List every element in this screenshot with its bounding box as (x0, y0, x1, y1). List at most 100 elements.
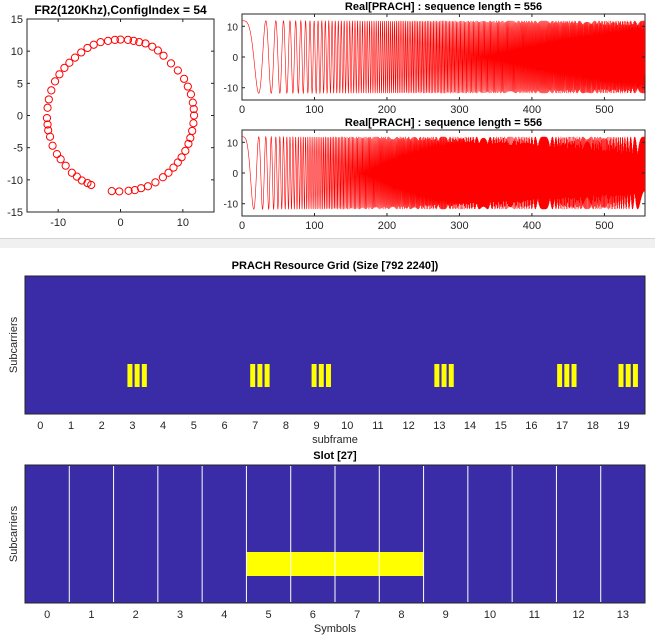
scatter-ytick-label: 15 (11, 14, 23, 26)
scatter-ytick-label: -10 (7, 175, 23, 187)
grid-xtick-label: 2 (99, 420, 105, 432)
scatter-point (89, 40, 98, 49)
slot-xtick-label: 7 (354, 609, 360, 621)
line-xtick-label: 400 (523, 220, 541, 232)
prach-occasion-bar (434, 364, 440, 387)
scatter-ytick-label: -15 (7, 207, 23, 219)
scatter-point (164, 168, 173, 177)
line-ytick-label: 0 (232, 169, 238, 180)
scatter-point (189, 104, 198, 114)
scatter-title: FR2(120Khz),ConfigIndex = 54 (34, 3, 207, 17)
scatter-point (173, 158, 182, 167)
scatter-point (148, 42, 157, 51)
scatter-point (153, 46, 162, 55)
scatter-point (189, 111, 199, 120)
scatter-point (42, 113, 52, 123)
slot-xtick-label: 5 (266, 609, 272, 621)
line-xtick-label: 500 (595, 104, 613, 116)
scatter-point (181, 146, 190, 155)
scatter-point (124, 186, 133, 195)
grid-xtick-label: 15 (495, 420, 507, 432)
slot-xtick-label: 12 (572, 609, 584, 621)
slot-xtick-label: 2 (133, 609, 139, 621)
line-xtick-label: 400 (523, 104, 541, 116)
line-xtick-label: 0 (239, 220, 245, 232)
grid-xlabel: subframe (312, 434, 358, 446)
figure-separator (0, 238, 655, 249)
slot-xtick-label: 10 (484, 609, 496, 621)
grid-title: PRACH Resource Grid (Size [792 2240]) (232, 260, 439, 272)
grid-xtick-label: 19 (617, 420, 629, 432)
prach-occasion-bar (625, 364, 631, 387)
signal-series-1 (242, 19, 646, 95)
scatter-point (110, 35, 119, 45)
grid-xtick-label: 18 (587, 420, 599, 432)
slot-ylabel: Subcarriers (8, 505, 20, 562)
scatter-point (67, 168, 76, 177)
prach-occasion-bar (141, 364, 147, 387)
slot-xtick-label: 9 (443, 609, 449, 621)
scatter-point (43, 120, 52, 129)
line-ytick-label: -10 (224, 84, 239, 95)
prach-occasion-bar (127, 364, 133, 387)
line-plot-title-1: Real[PRACH] : sequence length = 556 (345, 1, 542, 13)
scatter-ytick-label: 10 (11, 46, 23, 58)
prach-occasion-bar (441, 364, 447, 387)
scatter-point (188, 98, 197, 107)
grid-xtick-label: 9 (314, 420, 320, 432)
grid-xtick-label: 5 (191, 420, 197, 432)
line-ytick-label: 0 (232, 53, 238, 64)
scatter-xtick-label: 0 (117, 217, 123, 229)
scatter-point (50, 77, 60, 86)
line-ytick-label: -10 (224, 200, 239, 211)
slot-xtick-label: 8 (398, 609, 404, 621)
prach-occasion-bar (448, 364, 454, 387)
prach-occasion-bar (318, 364, 324, 387)
signal-series-2 (242, 135, 646, 211)
prach-occasion-bar (557, 364, 563, 387)
scatter-point (52, 150, 62, 159)
scatter-point (60, 63, 69, 72)
scatter-point (186, 133, 195, 143)
line-xtick-label: 100 (305, 104, 323, 116)
grid-xtick-label: 13 (433, 420, 445, 432)
top-figure-panel: FR2(120Khz),ConfigIndex = 54 -10 0 10 15 10 5 0… (0, 0, 655, 238)
scatter-point (44, 126, 53, 135)
grid-xtick-label: 17 (556, 420, 568, 432)
grid-xtick-label: 14 (464, 420, 476, 432)
line-ytick-label: 10 (227, 22, 239, 33)
slot-xtick-label: 4 (221, 609, 227, 621)
scatter-ytick-label: 0 (17, 111, 23, 123)
slot-xtick-label: 0 (44, 609, 50, 621)
scatter-point (130, 186, 139, 195)
grid-xtick-label: 6 (221, 420, 227, 432)
grid-xtick-label: 12 (403, 420, 415, 432)
slot-xtick-label: 3 (177, 609, 183, 621)
scatter-point (77, 48, 86, 57)
slot-xtick-label: 13 (617, 609, 629, 621)
grid-xtick-label: 1 (68, 420, 74, 432)
scatter-point (135, 38, 144, 47)
prach-occasion-bar (618, 364, 624, 387)
scatter-point (173, 66, 182, 75)
scatter-point (169, 163, 178, 172)
line-xtick-label: 200 (378, 220, 396, 232)
prach-occasion-bar (311, 364, 317, 387)
scatter-point (43, 103, 52, 112)
prach-occasion-bar (257, 364, 263, 387)
line-xtick-label: 100 (305, 220, 323, 232)
scatter-xtick-label: 10 (177, 217, 189, 229)
scatter-point (159, 51, 168, 60)
line-plot-title-2: Real[PRACH] : sequence length = 556 (345, 117, 542, 129)
scatter-point (151, 178, 160, 187)
grid-ylabel: Subcarriers (8, 316, 20, 373)
scatter-point (189, 119, 198, 128)
prach-occasion-bar (632, 364, 638, 387)
line-xtick-label: 300 (450, 220, 468, 232)
scatter-plot-area (26, 18, 215, 213)
grid-xtick-label: 3 (129, 420, 135, 432)
grid-xtick-label: 11 (372, 420, 383, 432)
scatter-point (141, 39, 150, 48)
scatter-point (179, 74, 189, 83)
scatter-point (123, 35, 133, 45)
